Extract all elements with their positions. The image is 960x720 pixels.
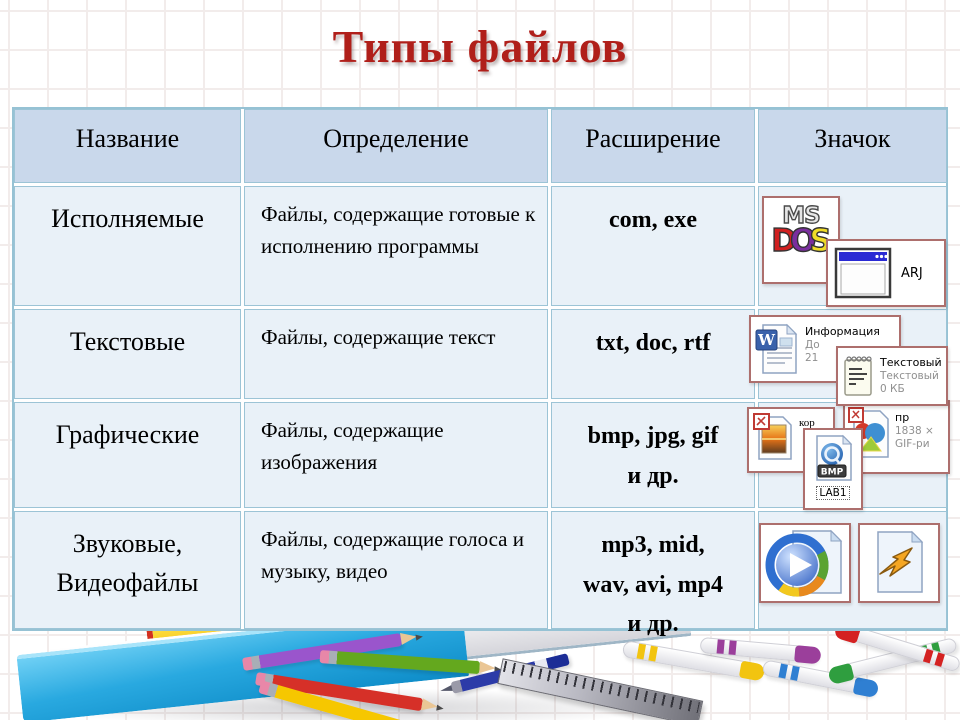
row2-name-cell: Текстовые bbox=[14, 309, 241, 399]
bmp-file-name: LAB1 bbox=[816, 486, 850, 500]
lightning-doc-icon bbox=[877, 530, 924, 593]
row4-definition-cell: Файлы, содержащие голоса и музыку, видео bbox=[244, 511, 548, 629]
word-icon: W bbox=[755, 323, 798, 374]
word-file-size: 21 bbox=[805, 351, 819, 364]
photo-file-name: кор bbox=[799, 417, 815, 429]
text-file-icon: Текстовый Текстовый 0 КБ bbox=[836, 346, 948, 406]
word-file-name: Информация bbox=[805, 325, 880, 338]
gif-file-type: GIF-ри bbox=[895, 437, 930, 450]
svg-text:BMP: BMP bbox=[821, 468, 844, 478]
word-file-type: До bbox=[805, 338, 820, 351]
row4-extensions-cell: mp3, mid, wav, avi, mp4 и др. bbox=[551, 511, 755, 637]
svg-text:W: W bbox=[757, 331, 776, 349]
row1-definition-cell: Файлы, содержащие готовые к исполнению п… bbox=[244, 186, 548, 306]
row2-definition-cell: Файлы, содержащие текст bbox=[244, 309, 548, 399]
shapes-image-icon bbox=[848, 407, 889, 458]
winamp-file-icon bbox=[858, 523, 940, 603]
gif-file-dimensions: 1838 × bbox=[895, 424, 934, 437]
window-icon bbox=[834, 247, 892, 299]
msdos-ms-text: MS bbox=[782, 203, 822, 229]
gif-file-name: пр bbox=[895, 411, 910, 424]
quicktime-bmp-icon: BMP bbox=[816, 434, 853, 481]
header-name: Название bbox=[14, 109, 241, 183]
page-title: Типы файлов bbox=[332, 21, 628, 72]
header-definition: Определение bbox=[244, 109, 548, 183]
media-player-file-icon bbox=[759, 523, 851, 603]
row3-name-cell: Графические bbox=[14, 402, 241, 508]
row2-extensions-cell: txt, doc, rtf bbox=[551, 309, 755, 399]
bmp-file-icon: BMP LAB1 bbox=[803, 428, 863, 510]
text-file-type: Текстовый bbox=[880, 369, 939, 382]
row3-extensions-cell: bmp, jpg, gif и др. bbox=[551, 402, 755, 508]
arj-window-icon: ARJ bbox=[826, 239, 946, 307]
windows-media-player-icon bbox=[765, 529, 843, 597]
row1-name-cell: Исполняемые bbox=[14, 186, 241, 306]
sunset-image-icon bbox=[753, 413, 792, 460]
header-extension: Расширение bbox=[551, 109, 755, 183]
text-file-size: 0 КБ bbox=[880, 382, 905, 395]
row3-definition-cell: Файлы, содержащие изображения bbox=[244, 402, 548, 508]
text-file-name: Текстовый bbox=[880, 356, 942, 369]
row1-extensions-cell: com, exe bbox=[551, 186, 755, 306]
notepad-icon bbox=[844, 356, 872, 396]
row4-name-cell: Звуковые, Видеофайлы bbox=[14, 511, 241, 629]
arj-label: ARJ bbox=[901, 265, 923, 281]
header-icon: Значок bbox=[758, 109, 947, 183]
